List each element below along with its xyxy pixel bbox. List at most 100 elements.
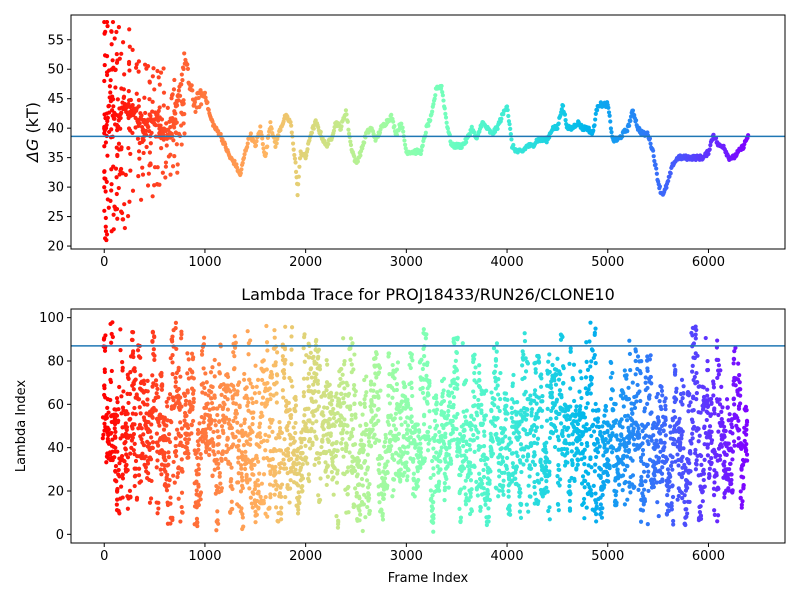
lambda-point [242,466,248,472]
lambda-point [343,448,349,454]
lambda-point [418,465,423,470]
lambda-point [670,460,675,465]
lambda-point [191,388,196,393]
delta-g-point [165,105,170,111]
lambda-point [425,448,431,453]
delta-g-point [112,116,117,121]
lambda-point [141,432,146,437]
lambda-point [123,447,128,452]
lambda-point [217,419,222,424]
lambda-point [432,438,437,443]
lambda-point [659,406,664,412]
lambda-point [514,450,519,455]
delta-g-point [172,125,177,130]
lambda-point [139,436,144,442]
lambda-point [426,392,431,397]
lambda-point [285,428,290,433]
lambda-point [118,484,124,489]
lambda-point [612,401,617,406]
lambda-point [552,367,558,372]
lambda-point [125,372,130,377]
lambda-point [575,458,581,463]
delta-g-point [104,19,110,25]
lambda-point [530,459,535,464]
delta-g-point [107,110,112,115]
lambda-point [113,478,118,483]
lambda-point [619,474,624,479]
lambda-point [218,481,223,486]
lambda-point [115,497,120,502]
lambda-point [172,480,177,485]
lambda-point [478,508,483,513]
lambda-point [329,469,334,475]
lambda-point [406,444,411,449]
lambda-point [264,381,269,386]
delta-g-point [140,172,146,177]
delta-g-point [115,216,120,221]
lambda-point [179,336,184,341]
lambda-point [625,497,630,502]
lambda-point [353,415,358,420]
lambda-point [431,395,437,400]
lambda-point [295,483,301,488]
lambda-point [557,388,563,393]
lambda-point [683,488,688,493]
lambda-point [622,467,628,473]
lambda-point [187,399,192,404]
lambda-point [463,378,469,383]
lambda-point [639,482,645,488]
lambda-point [511,372,516,378]
lambda-point [500,437,505,442]
lambda-point [229,465,234,470]
lambda-point [658,440,663,445]
delta-g-point [555,126,560,131]
y-tick-label: 25 [47,210,64,225]
lambda-point [574,446,579,451]
lambda-point [485,456,490,461]
lambda-point [648,478,654,483]
lambda-point [613,418,619,423]
lambda-point [176,496,181,501]
lambda-point [233,415,238,420]
lambda-point [203,405,209,410]
lambda-point [147,441,152,446]
lambda-point [341,396,346,401]
lambda-point [552,402,557,407]
lambda-point [132,378,137,384]
lambda-point [404,431,410,436]
lambda-point [654,395,659,400]
lambda-point [282,461,287,467]
lambda-point [344,510,349,515]
lambda-point [222,419,227,424]
lambda-point [539,372,544,377]
lambda-point [212,393,217,398]
lambda-point [522,339,528,344]
delta-g-point [171,138,176,143]
lambda-point [327,392,332,397]
lambda-point [291,435,296,441]
lambda-point [186,357,191,362]
lambda-point [668,436,673,441]
lambda-point [240,515,245,520]
lambda-point [104,460,109,465]
lambda-point [274,448,279,453]
lambda-point [220,428,225,433]
lambda-point [274,400,279,405]
lambda-point [164,399,169,405]
lambda-point [245,403,250,408]
lambda-point [539,408,545,413]
lambda-point [346,465,351,470]
lambda-point [240,483,245,488]
lambda-point [225,407,231,412]
lambda-point [154,383,159,388]
delta-g-point [177,93,183,98]
lambda-point [569,449,574,454]
lambda-point [216,521,221,526]
lambda-point [469,508,474,514]
lambda-point [457,491,462,496]
lambda-point [217,371,222,376]
lambda-point [670,467,675,472]
lambda-point [647,379,652,384]
delta-g-point [116,25,122,30]
lambda-point [249,410,254,415]
